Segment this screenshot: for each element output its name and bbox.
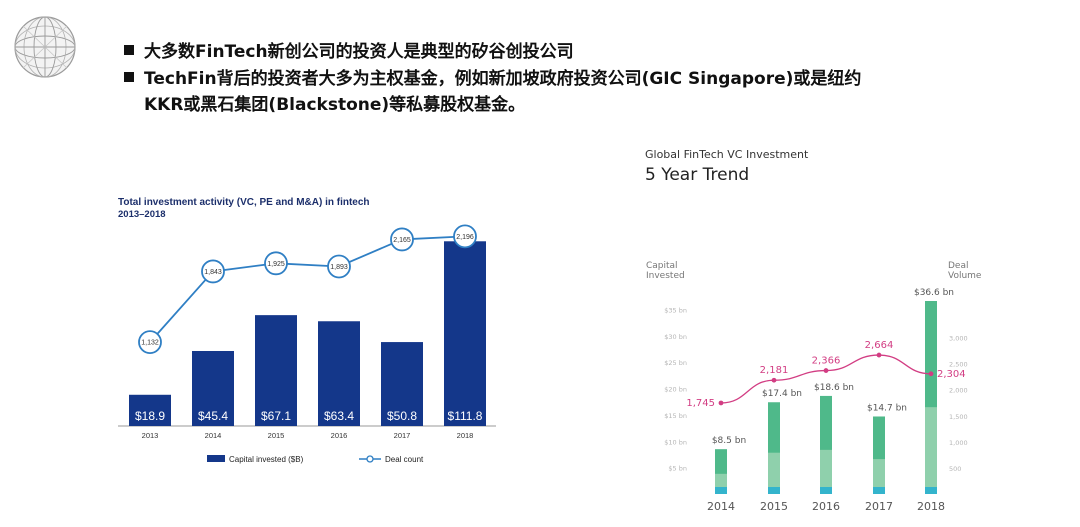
chart1-bar-2013 xyxy=(129,394,171,426)
chart2-bar-base-2015 xyxy=(768,487,780,494)
bullet-2-continuation-text: KKR或黑石集团(Blackstone)等私募股权基金。 xyxy=(144,95,526,115)
chart1-bar-label-2018: $111.8 xyxy=(448,409,483,423)
chart1-xtick-2014: 2014 xyxy=(205,431,222,440)
chart1-xtick-2016: 2016 xyxy=(331,431,348,440)
chart2-ytick-0: $5 bn xyxy=(668,465,687,473)
chart2-ytick-1: $10 bn xyxy=(664,438,687,446)
chart1-deal-marker-2013 xyxy=(138,330,162,355)
chart2-bar-base-2014 xyxy=(715,487,727,494)
chart2-ytick-2: $15 bn xyxy=(664,412,687,420)
chart1-xtick-2015: 2015 xyxy=(268,431,285,440)
chart2-bar-base-2018 xyxy=(925,487,937,494)
chart2-deal-label-2018: 2,304 xyxy=(937,369,966,380)
bullet-1-text: 大多数FinTech新创公司的投资人是典型的矽谷创投公司 xyxy=(144,42,574,62)
chart1-bar-2017 xyxy=(381,342,423,426)
chart1-xtick-2017: 2017 xyxy=(394,431,411,440)
globe-logo-icon xyxy=(14,16,76,78)
chart2-xtick-2016: 2016 xyxy=(812,500,840,513)
chart2-xtick-2017: 2017 xyxy=(865,500,893,513)
chart1-xtick-2013: 2013 xyxy=(142,431,159,440)
chart2-xtick-2018: 2018 xyxy=(917,500,945,513)
chart1-deal-marker-2014 xyxy=(201,259,225,284)
chart2-bar-lower-2015 xyxy=(768,452,780,494)
chart2-y2label-line-2: Volume xyxy=(948,271,982,281)
chart1-title: Total investment activity (VC, PE and M&… xyxy=(118,197,370,208)
chart1-deal-marker-2015 xyxy=(264,251,288,276)
chart2-bar-label-2014: $8.5 bn xyxy=(712,436,746,446)
chart1-legend-bar-swatch xyxy=(207,455,225,462)
chart2-bar-base-2016 xyxy=(820,487,832,494)
bullet-2-continuation: KKR或黑石集团(Blackstone)等私募股权基金。 xyxy=(144,90,525,115)
chart2-y2label-line-1: Deal xyxy=(948,261,968,271)
chart2-deal-label-2015: 2,181 xyxy=(760,365,789,376)
chart2-deal-marker-2015 xyxy=(771,377,777,383)
chart2-deal-marker-2014 xyxy=(718,400,724,406)
chart2-title: Global FinTech VC Investment xyxy=(645,148,809,161)
chart2-ytick-3: $20 bn xyxy=(664,386,687,394)
chart2-bar-base-2017 xyxy=(873,487,885,494)
chart2-deal-marker-2016 xyxy=(823,368,829,373)
chart1-deal-label-2018: 2,196 xyxy=(456,234,474,241)
chart2-xtick-2014: 2014 xyxy=(707,500,735,513)
chart1-legend: Capital invested ($B) Deal count xyxy=(207,455,424,464)
chart1-subtitle: 2013–2018 xyxy=(118,209,166,220)
chart1-bar-label-2017: $50.8 xyxy=(387,409,417,423)
chart1-deal-label-2017: 2,165 xyxy=(393,237,411,244)
chart2-ytick-5: $30 bn xyxy=(664,333,687,341)
chart1-bar-2018 xyxy=(444,241,486,426)
chart2-bar-lower-2018 xyxy=(925,407,937,494)
chart1-bar-2016 xyxy=(318,321,360,426)
chart1-deal-marker-2016 xyxy=(327,254,351,279)
chart2-xtick-2015: 2015 xyxy=(760,500,788,513)
chart1-bar-label-2013: $18.9 xyxy=(135,409,165,423)
chart1-legend-bar-label: Capital invested ($B) xyxy=(229,455,304,464)
chart2-bar-label-2018: $36.6 bn xyxy=(914,288,954,298)
chart2-ytick-4: $25 bn xyxy=(664,359,687,367)
chart1-deal-label-2014: 1,843 xyxy=(204,269,222,276)
chart2-y2tick-1: 1,000 xyxy=(949,439,968,447)
chart1-bar-2015 xyxy=(255,315,297,426)
chart2-bar-label-2015: $17.4 bn xyxy=(762,389,802,399)
chart2-subtitle: 5 Year Trend xyxy=(645,165,749,185)
chart1-legend-line-label: Deal count xyxy=(385,455,424,464)
bullet-2-text: TechFin背后的投资者大多为主权基金，例如新加坡政府投资公司(GIC Sin… xyxy=(144,69,862,89)
chart2-y2tick-3: 2,000 xyxy=(949,387,968,395)
chart1-bar-label-2016: $63.4 xyxy=(324,409,354,423)
chart2-bar-label-2016: $18.6 bn xyxy=(814,383,854,393)
chart1-xtick-2018: 2018 xyxy=(457,431,474,440)
bullet-2: TechFin背后的投资者大多为主权基金，例如新加坡政府投资公司(GIC Sin… xyxy=(124,64,861,89)
chart2-deal-label-2017: 2,664 xyxy=(865,340,894,351)
bullet-square-icon xyxy=(124,72,134,82)
chart2-deal-label-2016: 2,366 xyxy=(812,356,841,367)
chart2-y2tick-5: 3,000 xyxy=(949,335,968,343)
chart2-y2tick-0: 500 xyxy=(949,465,961,473)
chart1-bar-2014 xyxy=(192,350,234,426)
chart2-ylabel-line-1: Capital xyxy=(646,261,678,271)
chart2-deal-marker-2018 xyxy=(928,371,934,377)
chart2-y2tick-2: 1,500 xyxy=(949,413,968,421)
chart2-y2tick-4: 2,500 xyxy=(949,361,968,369)
chart1-deal-marker-2018 xyxy=(453,224,477,249)
chart2-ytick-6: $35 bn xyxy=(664,306,687,314)
chart1-legend-line-marker xyxy=(366,455,374,463)
bullet-square-icon xyxy=(124,45,134,55)
chart1-bar-label-2014: $45.4 xyxy=(198,409,228,423)
chart2-bar-lower-2017 xyxy=(873,459,885,494)
chart1-deal-marker-2017 xyxy=(390,227,414,252)
chart1-deal-label-2015: 1,925 xyxy=(267,261,285,268)
chart2-deal-label-2014: 1,745 xyxy=(686,398,715,409)
chart2-bar-lower-2016 xyxy=(820,449,832,494)
chart2-bar-label-2017: $14.7 bn xyxy=(867,403,907,413)
chart2-ylabel-line-2: Invested xyxy=(646,271,685,281)
bullet-1: 大多数FinTech新创公司的投资人是典型的矽谷创投公司 xyxy=(124,37,574,62)
chart2-deal-marker-2017 xyxy=(876,352,882,358)
chart1-deal-label-2013: 1,132 xyxy=(141,340,159,347)
chart1-bar-label-2015: $67.1 xyxy=(261,409,291,423)
chart1-deal-label-2016: 1,893 xyxy=(330,264,348,271)
